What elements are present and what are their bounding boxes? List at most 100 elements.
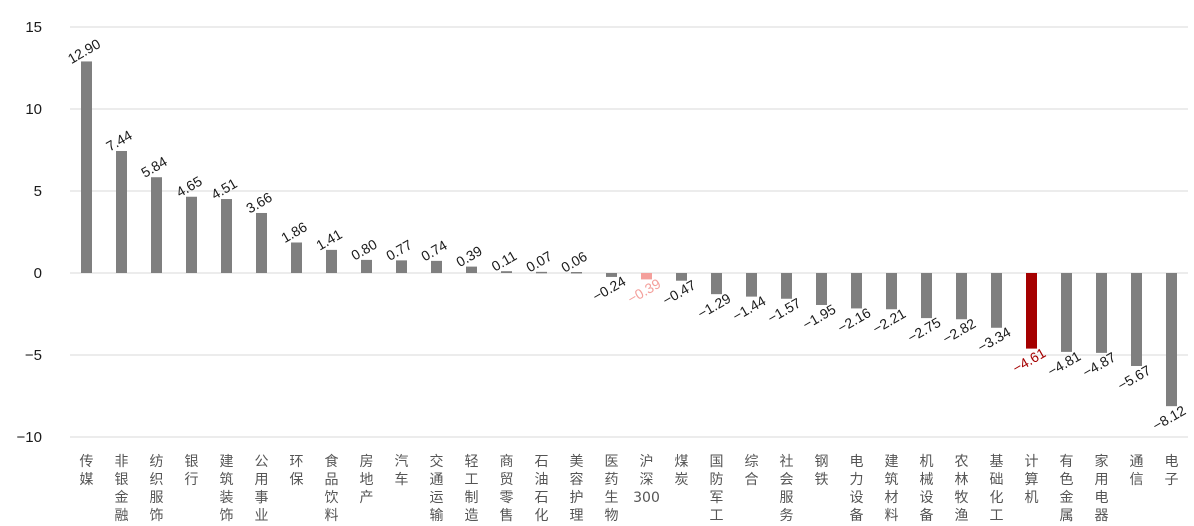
category-label: 银行 (185, 454, 199, 488)
category-label: 电力设备 (850, 454, 864, 524)
category-label: 机械设备 (920, 454, 934, 524)
y-tick-label: 5 (34, 183, 42, 200)
bar (1131, 273, 1142, 366)
category-label: 钢铁 (815, 454, 829, 488)
category-label: 计算机 (1025, 454, 1039, 506)
category-label: 食品饮料 (325, 453, 339, 524)
category-label: 交通运输 (430, 453, 444, 524)
data-labels: 12.907.445.844.65 4.513.661.86 1.41 0.80 0.7… (65, 35, 1189, 433)
y-tick-label: 10 (25, 101, 42, 118)
category-label: 医药生物 (605, 454, 619, 524)
bar (81, 61, 92, 273)
bar (851, 273, 862, 309)
category-label: 美容护理 (570, 454, 584, 524)
bar (676, 273, 687, 281)
bar (291, 242, 302, 273)
data-label: −5.67 (1115, 362, 1154, 394)
category-label: 农林牧渔 (955, 454, 969, 524)
bar (116, 150, 127, 273)
bar (1166, 273, 1177, 407)
bar (151, 177, 162, 273)
data-label: 3.66 (243, 189, 275, 217)
data-label: −1.57 (765, 295, 804, 327)
category-label: 公用事业 (255, 454, 269, 524)
category-label: 石油石化 (535, 454, 549, 524)
bar (1026, 273, 1037, 349)
bar (326, 249, 337, 273)
category-label: 纺织服饰 (150, 454, 164, 524)
category-label: 家用电器 (1095, 453, 1109, 524)
data-label: −8.12 (1150, 402, 1189, 434)
category-label: 有色金属 (1060, 454, 1074, 524)
data-label: 4.51 (208, 175, 240, 203)
bar (361, 259, 372, 273)
bar (466, 266, 477, 273)
y-tick-label: 0 (34, 265, 42, 282)
category-label: 电子 (1165, 454, 1179, 488)
y-tick-label: −5 (25, 347, 42, 364)
data-label: −3.34 (975, 324, 1014, 356)
bar (256, 212, 267, 273)
bar (606, 273, 617, 277)
category-label: 轻工制造 (465, 454, 479, 524)
category-label: 沪深 300 (633, 454, 660, 506)
category-label: 非银金融 (115, 454, 129, 524)
bar (921, 273, 932, 319)
category-label: 汽车 (395, 454, 409, 488)
data-label: −2.21 (870, 305, 909, 337)
bars (81, 61, 1177, 407)
category-label: 国防军工 (710, 454, 724, 524)
bar (641, 273, 652, 280)
data-label: 4.65 (173, 173, 205, 201)
y-axis-ticks: 15 10 5 0 −5 −10 (17, 19, 42, 446)
category-label: 建筑材料 (885, 454, 899, 524)
category-label: 建筑装饰 (220, 454, 234, 524)
category-label: 通信 (1130, 454, 1144, 488)
bar (431, 260, 442, 273)
bar (886, 273, 897, 310)
data-label: 0.11 (489, 247, 520, 274)
category-labels: 传媒 非银金融 纺织服饰 银行 建筑装饰 公用事业 环保 食品饮料 房地产 汽车 交通运输 轻工制造 商… (80, 453, 1179, 524)
data-label: 0.80 (348, 236, 380, 264)
data-label: 0.07 (523, 248, 555, 276)
category-label: 房地产 (360, 454, 374, 506)
data-label: −4.81 (1045, 348, 1084, 380)
data-label: 7.44 (103, 127, 135, 155)
bar (396, 260, 407, 273)
bar (1096, 273, 1107, 353)
category-label: 商贸零售 (500, 454, 514, 524)
bar (711, 273, 722, 295)
data-label: 5.84 (138, 153, 170, 181)
bar (956, 273, 967, 320)
y-tick-label: −10 (17, 429, 42, 446)
data-label: −1.29 (695, 290, 734, 322)
bar (816, 273, 827, 305)
data-label: −1.95 (800, 301, 839, 333)
data-label: 0.74 (418, 237, 450, 265)
data-label: 0.39 (453, 242, 485, 270)
data-label: −0.47 (660, 276, 699, 308)
data-label: −2.82 (940, 315, 979, 347)
category-label: 社会服务 (780, 454, 794, 524)
bar (1061, 273, 1072, 352)
category-label: 煤炭 (675, 454, 689, 488)
bar (221, 199, 232, 273)
data-label: −1.44 (730, 292, 769, 324)
category-label: 综合 (745, 454, 759, 488)
y-tick-label: 15 (25, 19, 42, 36)
category-label: 环保 (290, 454, 304, 488)
data-label: 1.41 (313, 226, 345, 254)
gridlines (70, 26, 1188, 438)
data-label: −2.75 (905, 314, 944, 346)
data-label: −4.87 (1080, 349, 1119, 381)
data-label: 0.06 (558, 248, 590, 276)
data-label: −2.16 (835, 304, 874, 336)
bar (746, 273, 757, 297)
bar (186, 196, 197, 273)
category-label: 传媒 (80, 454, 94, 488)
data-label: 1.86 (278, 218, 310, 246)
bar (571, 272, 582, 274)
bar (991, 273, 1002, 328)
bar (781, 273, 792, 299)
